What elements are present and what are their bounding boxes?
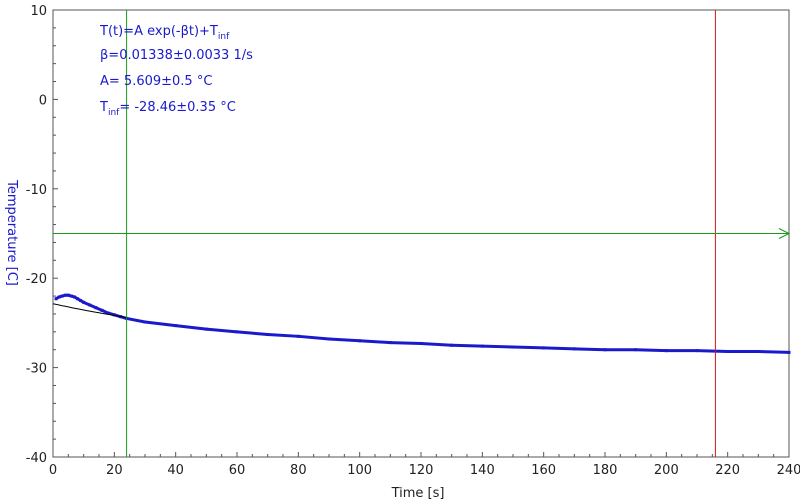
y-tick-label: -10	[26, 183, 47, 198]
y-tick-label: 0	[39, 93, 47, 108]
fit-equation-label: T(t)=A exp(-βt)+Tinf	[99, 24, 230, 42]
x-axis-ticks: 0 20 40 60 80 100 120 140 160 180 200 220 240	[49, 452, 800, 478]
y-tick-label: -30	[26, 362, 47, 377]
x-tick-label: 200	[654, 463, 679, 478]
data-segment	[574, 347, 606, 352]
x-tick-label: 80	[290, 463, 307, 478]
fit-annotation: T(t)=A exp(-βt)+Tinf β=0.01338±0.0033 1/…	[99, 24, 253, 118]
x-tick-label: 100	[347, 463, 372, 478]
fit-beta-label: β=0.01338±0.0033 1/s	[100, 48, 253, 63]
x-tick-label: 240	[777, 463, 800, 478]
data-segment	[144, 320, 176, 328]
x-axis-title: Time [s]	[391, 486, 445, 501]
fit-amplitude-label: A= 5.609±0.5 °C	[100, 74, 212, 89]
data-segment	[126, 316, 146, 324]
y-axis-title: Temperature [C]	[4, 179, 19, 286]
fit-curve	[52, 303, 127, 318]
y-tick-label: 10	[30, 4, 47, 19]
data-segment	[175, 324, 207, 331]
data-segment	[482, 344, 514, 349]
x-tick-label: 120	[409, 463, 434, 478]
data-segment	[420, 341, 452, 347]
y-tick-label: -40	[26, 451, 47, 466]
data-segment	[359, 339, 391, 345]
data-segment	[298, 334, 330, 341]
x-tick-label: 60	[229, 463, 246, 478]
y-axis-ticks: 10 0 -10 -20 -30 -40	[26, 4, 58, 466]
y-tick-label: -20	[26, 272, 47, 287]
x-tick-label: 140	[470, 463, 495, 478]
data-segment	[267, 333, 299, 338]
data-segment	[390, 341, 422, 345]
x-tick-label: 220	[715, 463, 740, 478]
data-segment	[696, 349, 728, 354]
data-segment	[328, 337, 360, 343]
data-segment	[758, 350, 790, 354]
data-segment	[451, 343, 483, 348]
x-tick-label: 0	[49, 463, 57, 478]
data-segment	[543, 346, 575, 351]
data-segment	[236, 330, 268, 337]
horizontal-cursor-arrow-icon[interactable]	[778, 228, 791, 239]
data-point	[787, 350, 791, 354]
data-segment	[512, 345, 544, 350]
x-tick-label: 180	[593, 463, 618, 478]
data-point	[63, 293, 67, 297]
x-tick-label: 20	[106, 463, 123, 478]
x-tick-label: 40	[167, 463, 184, 478]
data-series	[54, 293, 791, 354]
data-segment	[635, 348, 667, 353]
fit-tinf-label: Tinf= -28.46±0.35 °C	[99, 100, 236, 118]
data-segment	[206, 327, 238, 334]
x-tick-label: 160	[531, 463, 556, 478]
